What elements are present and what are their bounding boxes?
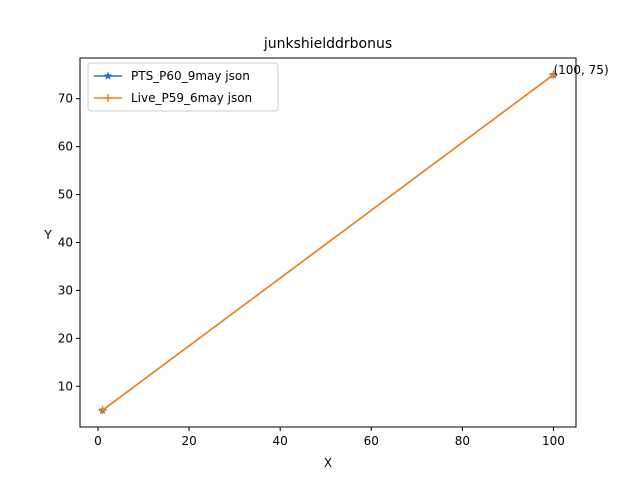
y-tick-label: 60: [58, 140, 73, 154]
y-tick-label: 30: [58, 283, 73, 297]
series-2-point: [98, 406, 107, 415]
x-axis-ticks: 0 20 40 60 80 100: [94, 427, 565, 448]
plot-series: [98, 70, 558, 415]
x-tick-label: 40: [273, 434, 288, 448]
point-annotation: (100, 75): [553, 63, 608, 77]
legend-box: [87, 62, 279, 112]
x-tick-label: 80: [455, 434, 470, 448]
y-axis-label: Y: [43, 228, 52, 242]
y-tick-label: 10: [58, 379, 73, 393]
legend-label: PTS_P60_9may json: [131, 69, 250, 83]
x-tick-label: 100: [542, 434, 565, 448]
legend-marker: [104, 94, 112, 102]
y-tick-label: 70: [58, 92, 73, 106]
series-2-point: [549, 70, 558, 79]
y-axis-ticks: 10 20 30 40 50 60 70: [58, 92, 80, 393]
x-tick-label: 60: [364, 434, 379, 448]
series-2: [98, 70, 558, 415]
chart-title: junkshielddrbonus: [263, 36, 392, 52]
x-tick-label: 0: [94, 434, 102, 448]
series-2-line: [102, 74, 554, 411]
y-tick-label: 40: [58, 236, 73, 250]
x-tick-label: 20: [181, 434, 196, 448]
legend-item: Live_P59_6may json: [94, 91, 252, 105]
legend-marker: [103, 71, 113, 80]
plot-annotations: (100, 75): [553, 63, 608, 77]
y-tick-label: 20: [58, 331, 73, 345]
legend-label: Live_P59_6may json: [131, 91, 252, 105]
y-tick-label: 50: [58, 188, 73, 202]
legend-item: PTS_P60_9may json: [94, 69, 250, 83]
legend: PTS_P60_9may json Live_P59_6may json: [87, 62, 279, 112]
x-axis-label: X: [324, 456, 332, 470]
